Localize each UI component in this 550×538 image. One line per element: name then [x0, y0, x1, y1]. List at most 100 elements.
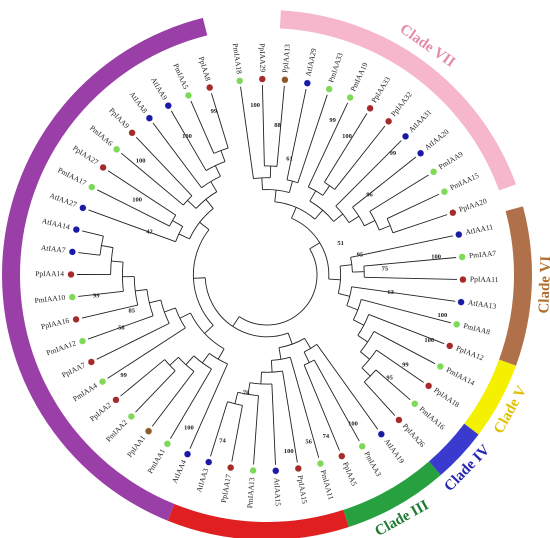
branch: [270, 360, 273, 373]
leaf-marker: [127, 412, 135, 421]
leaf-label: PpIAA17: [219, 473, 233, 503]
branch: [287, 332, 293, 345]
leaf-marker: [72, 225, 80, 234]
leaf-marker: [455, 230, 463, 239]
leaf-label: AtIAA27: [48, 191, 78, 209]
branch: [291, 207, 297, 219]
branch-arc: [352, 299, 362, 320]
branch-arc: [324, 181, 335, 190]
leaf-marker: [184, 91, 193, 100]
bootstrap-label: 99: [329, 117, 336, 124]
leaf-marker: [206, 83, 214, 92]
leaf-marker: [258, 75, 266, 83]
branch-arc: [201, 175, 221, 189]
leaf-marker: [449, 209, 457, 217]
leaf-marker: [294, 464, 302, 473]
leaf-marker: [113, 145, 121, 153]
branch: [120, 359, 165, 397]
branch-arc: [386, 218, 394, 233]
leaf-label: AtIAA7: [41, 243, 67, 255]
bootstrap-values: 100 88 61 99 100 99 96 51 95 100 75 63 100 100 99 95 100…: [93, 102, 447, 455]
leaf-label: PpIAA33: [369, 75, 392, 104]
leaf-marker: [457, 298, 465, 306]
leaf-label: AtIAA15: [272, 478, 282, 507]
branch: [323, 113, 368, 183]
bootstrap-label: 100: [182, 133, 192, 140]
bootstrap-label: 100: [136, 158, 146, 165]
branch: [352, 156, 417, 208]
tree-leaves: PmIAA18 PpIAA29 PpIAA13 AtIAA29 PmIAA33 PmIAA…: [34, 43, 499, 509]
branch: [334, 125, 386, 190]
branch: [185, 355, 195, 365]
branch: [187, 199, 197, 209]
leaf-label: PpIAA11: [470, 274, 499, 284]
branch: [217, 348, 225, 360]
branch: [204, 325, 214, 334]
branch: [278, 347, 282, 360]
bootstrap-label: 78: [243, 390, 250, 397]
branch: [179, 312, 191, 319]
leaf-marker: [411, 400, 419, 408]
branch: [210, 401, 228, 457]
leaf-label: PmIAA8: [463, 321, 492, 337]
leaf-marker: [112, 396, 120, 404]
leaf-marker: [87, 358, 95, 366]
leaf-label: PmIAA13: [245, 477, 256, 509]
leaf-label: PmIAA14: [445, 365, 477, 387]
leaf-marker: [144, 427, 153, 435]
branch: [88, 209, 176, 243]
bootstrap-label: 96: [366, 191, 373, 198]
leaf-marker: [68, 248, 76, 256]
leaf-marker: [67, 270, 75, 279]
clade-label-6: Clade VI: [536, 255, 550, 313]
leaf-label: PmIAA17: [56, 165, 88, 187]
leaf-label: AtIAA14: [41, 216, 71, 231]
branch: [304, 338, 312, 349]
clade-arc-5: [464, 359, 517, 435]
branch: [101, 245, 114, 249]
branch: [363, 381, 396, 416]
clade-arc-1: [1, 17, 208, 521]
branch: [232, 316, 240, 327]
bootstrap-label: 100: [348, 420, 358, 427]
branch: [340, 264, 352, 267]
leaf-label: PmIAA1: [146, 447, 168, 475]
branch: [169, 356, 179, 366]
leaf-marker: [79, 204, 87, 212]
bootstrap-label: 100: [250, 102, 260, 109]
branch: [178, 233, 190, 240]
branch: [260, 372, 262, 384]
branch: [261, 177, 263, 190]
bootstrap-label: 56: [305, 438, 312, 445]
leaf-label: AtIAA9: [149, 76, 169, 102]
branch: [120, 152, 184, 206]
branch: [96, 189, 170, 227]
bootstrap-label: 99: [93, 292, 100, 299]
leaf-label: PmIAA11: [319, 469, 336, 501]
leaf-label: PpIAA5: [341, 461, 359, 488]
branch: [271, 383, 276, 465]
clade-arcs: [1, 10, 533, 538]
branch: [309, 242, 320, 250]
branch: [190, 100, 215, 154]
leaf-marker: [377, 430, 385, 438]
branch: [276, 85, 285, 167]
branch: [240, 86, 254, 179]
leaf-marker: [358, 442, 366, 450]
branch: [307, 102, 349, 188]
leaf-marker: [272, 467, 280, 475]
branch: [164, 307, 176, 313]
leaf-marker: [78, 337, 87, 345]
branch-arc: [249, 382, 272, 385]
branch-arc: [204, 277, 289, 338]
leaf-marker: [338, 452, 346, 460]
bootstrap-label: 99: [390, 150, 397, 157]
branch: [282, 370, 298, 463]
bootstrap-label: 51: [337, 240, 344, 247]
branch: [364, 276, 457, 280]
leaf-label: PmIAA6: [88, 123, 115, 147]
branch: [189, 363, 228, 449]
branch: [205, 199, 214, 209]
branch: [234, 392, 239, 404]
leaf-label: PpIAA16: [40, 316, 70, 331]
